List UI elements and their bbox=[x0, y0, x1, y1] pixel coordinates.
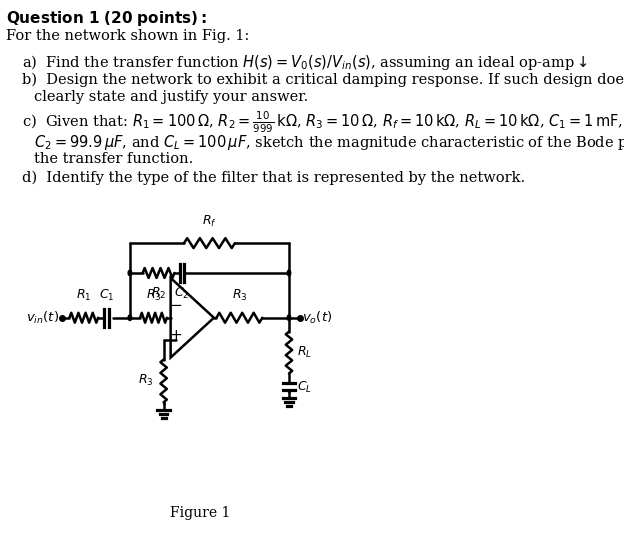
Text: $\mathbf{Question\ 1\ (20\ points):}$: $\mathbf{Question\ 1\ (20\ points):}$ bbox=[6, 9, 208, 28]
Text: $C_L$: $C_L$ bbox=[297, 380, 313, 395]
Text: $C_1$: $C_1$ bbox=[99, 288, 114, 303]
Text: $+$: $+$ bbox=[169, 328, 182, 343]
Circle shape bbox=[287, 315, 291, 321]
Circle shape bbox=[128, 315, 132, 321]
Text: d)  Identify the type of the filter that is represented by the network.: d) Identify the type of the filter that … bbox=[22, 170, 525, 185]
Text: Figure 1: Figure 1 bbox=[170, 506, 230, 520]
Text: $R_2$: $R_2$ bbox=[151, 286, 166, 301]
Text: $R_3$: $R_3$ bbox=[232, 288, 247, 303]
Text: For the network shown in Fig. 1:: For the network shown in Fig. 1: bbox=[6, 29, 250, 43]
Text: $R_3$: $R_3$ bbox=[138, 374, 154, 389]
Text: the transfer function.: the transfer function. bbox=[34, 152, 193, 166]
Text: $C_2 = 99.9\,\mu F$, and $C_L = 100\,\mu F$, sketch the magnitude characteristic: $C_2 = 99.9\,\mu F$, and $C_L = 100\,\mu… bbox=[34, 133, 624, 152]
Text: $R_1$: $R_1$ bbox=[76, 288, 92, 303]
Text: $v_{in}(t)$: $v_{in}(t)$ bbox=[26, 310, 59, 326]
Circle shape bbox=[128, 270, 132, 276]
Text: $C_2$: $C_2$ bbox=[173, 286, 189, 301]
Text: clearly state and justify your answer.: clearly state and justify your answer. bbox=[34, 90, 309, 104]
Text: c)  Given that: $R_1 = 100\,\Omega$, $R_2 = \frac{10}{999}\,\mathrm{k}\Omega$, $: c) Given that: $R_1 = 100\,\Omega$, $R_2… bbox=[22, 110, 623, 135]
Circle shape bbox=[287, 270, 291, 276]
Text: $R_3$: $R_3$ bbox=[145, 288, 161, 303]
Text: $R_L$: $R_L$ bbox=[297, 345, 312, 360]
Text: a)  Find the transfer function $H(s) = V_0(s)/V_{in}(s)$, assuming an ideal op-a: a) Find the transfer function $H(s) = V_… bbox=[22, 53, 587, 72]
Text: $v_o(t)$: $v_o(t)$ bbox=[303, 310, 333, 326]
Text: b)  Design the network to exhibit a critical damping response. If such design do: b) Design the network to exhibit a criti… bbox=[22, 73, 624, 87]
Text: $-$: $-$ bbox=[169, 296, 182, 311]
Text: $R_f$: $R_f$ bbox=[202, 214, 217, 229]
